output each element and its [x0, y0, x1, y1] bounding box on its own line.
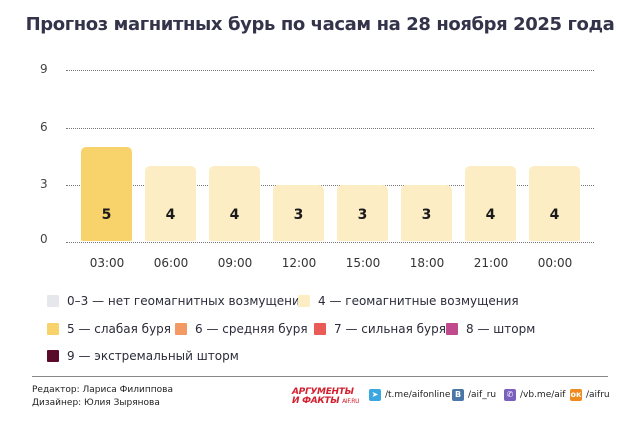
bar-0900: 4	[209, 166, 260, 241]
legend-label: 5 — слабая буря	[67, 322, 172, 336]
viber-label: /vb.me/aif	[520, 390, 566, 400]
bar-value: 3	[421, 207, 432, 223]
legend-swatch	[446, 323, 458, 335]
telegram-label: /t.me/aifonline	[385, 390, 451, 400]
designer-credit: Дизайнер: Юлия Зырянова	[32, 398, 160, 408]
y-tick-3: 3	[40, 177, 48, 191]
bar-value: 3	[357, 207, 368, 223]
legend-swatch	[47, 323, 59, 335]
legend-swatch	[314, 323, 326, 335]
legend-label: 8 — шторм	[466, 322, 536, 336]
bar-1500: 3	[337, 185, 388, 241]
bar-chart: 9 6 3 0 5 4 4 3 3 3 4 4 03:00 06:00 09:0…	[40, 62, 594, 270]
legend-item-5: 5 — слабая буря	[47, 322, 171, 336]
legend-label: 0–3 — нет геомагнитных возмущений	[67, 294, 308, 308]
aif-logo[interactable]: АРГУМЕНТЫ И ФАКТЫ AIF.RU	[292, 388, 359, 406]
viber-link[interactable]: ✆ /vb.me/aif	[504, 389, 565, 401]
x-tick: 21:00	[473, 256, 509, 270]
odnoklassniki-label: /aifru	[586, 390, 610, 400]
x-tick: 00:00	[537, 256, 573, 270]
credits: Редактор: Лариса Филиппова Дизайнер: Юли…	[32, 384, 173, 410]
x-tick: 09:00	[217, 256, 253, 270]
bar-2100: 4	[465, 166, 516, 241]
x-tick: 03:00	[89, 256, 125, 270]
y-tick-9: 9	[40, 62, 48, 76]
x-tick: 15:00	[345, 256, 381, 270]
editor-credit: Редактор: Лариса Филиппова	[32, 385, 173, 395]
vk-link[interactable]: В /aif_ru	[452, 389, 496, 401]
logo-line1: АРГУМЕНТЫ	[292, 387, 354, 397]
telegram-link[interactable]: ➤ /t.me/aifonline	[369, 389, 450, 401]
x-tick: 18:00	[409, 256, 445, 270]
legend-label: 6 — средняя буря	[195, 322, 308, 336]
odnoklassniki-link[interactable]: ок /aifru	[570, 389, 610, 401]
bar-value: 5	[101, 207, 112, 223]
bar-value: 4	[549, 207, 560, 223]
footer-divider	[32, 376, 608, 377]
gridline-6	[66, 128, 594, 129]
bar-value: 4	[485, 207, 496, 223]
legend-label: 7 — сильная буря	[334, 322, 446, 336]
telegram-icon: ➤	[369, 389, 381, 401]
legend-item-9: 9 — экстремальный шторм	[47, 349, 239, 363]
vk-label: /aif_ru	[468, 390, 497, 400]
bar-0600: 4	[145, 166, 196, 241]
y-tick-0: 0	[40, 232, 48, 246]
bar-1200: 3	[273, 185, 324, 241]
odnoklassniki-icon: ок	[570, 389, 582, 401]
x-tick: 12:00	[281, 256, 317, 270]
legend-item-0-3: 0–3 — нет геомагнитных возмущений	[47, 294, 308, 308]
bar-1800: 3	[401, 185, 452, 241]
legend-swatch	[175, 323, 187, 335]
gridline-0	[66, 242, 594, 243]
gridline-3	[66, 185, 594, 186]
legend-swatch	[47, 350, 59, 362]
y-tick-6: 6	[40, 120, 48, 134]
legend-item-8: 8 — шторм	[446, 322, 535, 336]
legend-item-6: 6 — средняя буря	[175, 322, 308, 336]
viber-icon: ✆	[504, 389, 516, 401]
legend-swatch	[47, 295, 59, 307]
legend-label: 4 — геомагнитные возмущения	[318, 294, 519, 308]
logo-line2: И ФАКТЫ	[292, 396, 340, 406]
x-tick: 06:00	[153, 256, 189, 270]
legend-swatch	[298, 295, 310, 307]
bar-value: 3	[293, 207, 304, 223]
gridline-9	[66, 70, 594, 71]
bar-0000: 4	[529, 166, 580, 241]
legend-item-7: 7 — сильная буря	[314, 322, 446, 336]
bar-value: 4	[165, 207, 176, 223]
bar-0300: 5	[81, 147, 132, 241]
logo-site: AIF.RU	[342, 398, 360, 405]
chart-title: Прогноз магнитных бурь по часам на 28 но…	[25, 14, 615, 35]
vk-icon: В	[452, 389, 464, 401]
legend-label: 9 — экстремальный шторм	[67, 349, 239, 363]
legend-item-4: 4 — геомагнитные возмущения	[298, 294, 519, 308]
bar-value: 4	[229, 207, 240, 223]
